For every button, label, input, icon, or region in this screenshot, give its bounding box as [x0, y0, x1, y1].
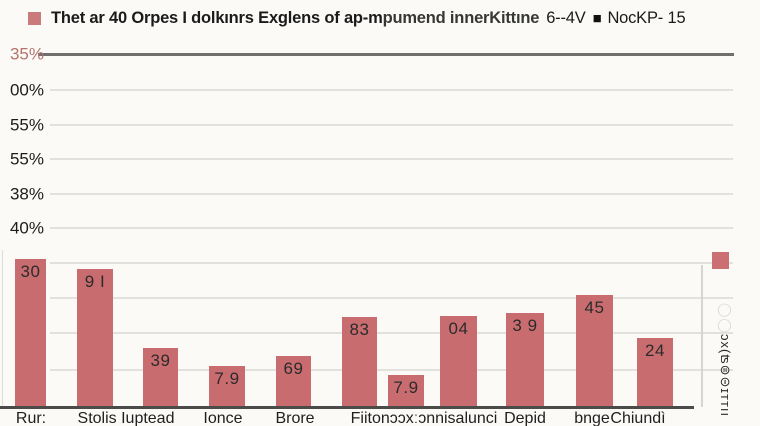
title-text-bold: Thet ar 40 Orpes I dolkınrs Exglens of a… — [51, 9, 383, 27]
gridline — [50, 89, 733, 91]
bar: 7.9 — [209, 366, 245, 407]
x-axis-line — [0, 406, 694, 409]
bar-value-label: 7.9 — [393, 378, 419, 397]
bar: 83 — [342, 317, 377, 407]
bar: 45 — [576, 295, 613, 407]
bar-value-label: 45 — [584, 298, 605, 317]
x-axis-label: Rur: — [15, 410, 47, 426]
bar-value-label: 69 — [283, 359, 304, 378]
plot-left-border — [2, 250, 3, 407]
x-axis-label: Fiitonɔɔxːɔnnisalunci — [350, 410, 498, 426]
x-axis-label: Depid — [504, 410, 546, 426]
gridline — [50, 158, 733, 160]
bar: 7.9 — [388, 375, 424, 407]
bar: 69 — [276, 356, 311, 407]
bar: 04 — [440, 316, 477, 407]
gridline — [50, 332, 733, 334]
bar-value-label: 04 — [448, 319, 469, 338]
bar: 9 I — [77, 269, 113, 407]
bar-value-label: 3 9 — [512, 316, 538, 335]
bar-value-label: 83 — [349, 320, 370, 339]
legend-marker-icon — [28, 12, 41, 25]
gridline — [50, 262, 733, 264]
x-axis-label: Brore — [275, 410, 315, 426]
bar-value-label: 9 I — [84, 272, 106, 291]
bar-value-label: 30 — [20, 262, 41, 281]
y-axis-label: 00% — [9, 80, 44, 100]
chart-title: Thet ar 40 Orpes I dolkınrs Exglens of a… — [28, 9, 752, 28]
gridline — [50, 369, 733, 371]
gridline — [50, 124, 733, 126]
gridline — [50, 227, 733, 229]
title-suffix-end: NocKP- 15 — [607, 9, 686, 27]
plot-right-border — [701, 265, 703, 407]
faded-circles-icon: ◯◯ — [718, 302, 733, 334]
bar-value-label: 24 — [645, 341, 665, 360]
x-axis-label: bnge — [574, 410, 610, 426]
title-suffix: 6--4V — [546, 9, 586, 27]
bar: 24 — [637, 338, 673, 407]
black-square-icon: ■ — [592, 10, 602, 27]
y-axis-label: 55% — [9, 149, 44, 169]
y-axis-label: 55% — [9, 115, 44, 135]
bar: 30 — [15, 259, 46, 407]
bar-value-label: 39 — [150, 351, 171, 370]
legend-square-icon — [712, 252, 729, 269]
bar-value-label: 7.9 — [214, 369, 240, 388]
x-axis-label: Stolis Iuptead — [77, 410, 175, 426]
x-axis-label: Chiundì — [610, 410, 666, 426]
bar: 3 9 — [506, 313, 544, 407]
gridline — [50, 297, 733, 299]
right-vertical-text: ◯◯ɔx(ʦ⊜⊝ɪттıı — [713, 290, 733, 426]
y-axis-label: 35% — [9, 44, 44, 64]
gridline — [50, 193, 733, 195]
bar: 39 — [143, 348, 178, 407]
x-axis-label: Ionce — [203, 410, 243, 426]
title-text-medium: pumend innerKittıne — [382, 9, 540, 27]
y-axis-label: 40% — [9, 218, 44, 238]
gridline — [38, 52, 734, 56]
y-axis-label: 38% — [9, 184, 44, 204]
vertical-glyph-text: ɔx(ʦ⊜⊝ɪттıı — [718, 333, 733, 418]
